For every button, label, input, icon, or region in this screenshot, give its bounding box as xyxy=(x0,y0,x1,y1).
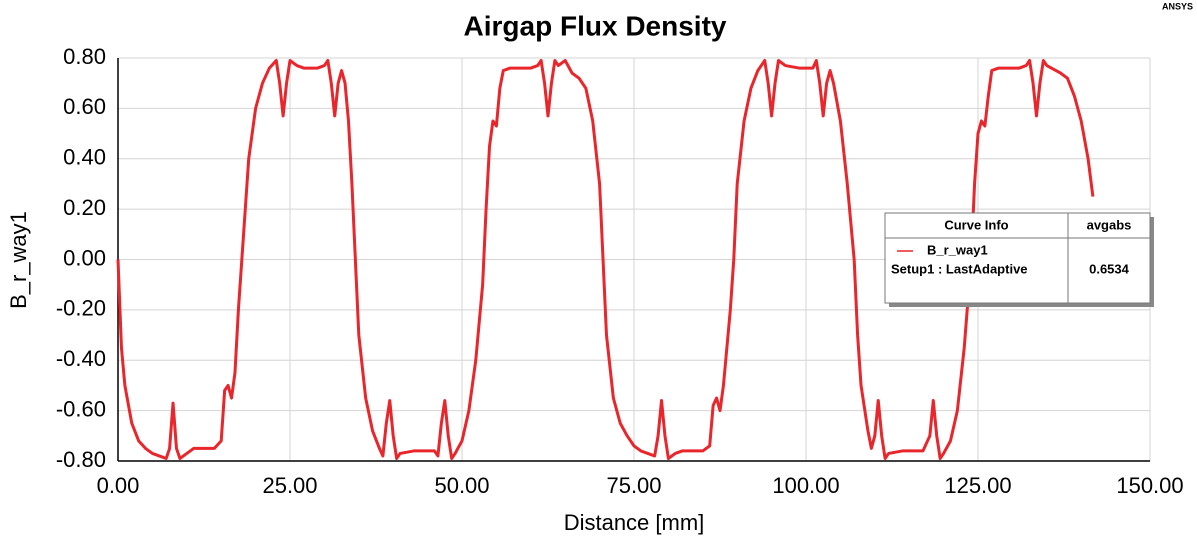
data-line xyxy=(116,59,1095,460)
chart-title: Airgap Flux Density xyxy=(464,10,727,41)
y-axis-label: B_r_way1 xyxy=(6,211,31,309)
legend-setup: Setup1 : LastAdaptive xyxy=(891,261,1028,276)
y-tick-label: -0.20 xyxy=(56,296,106,321)
y-tick-label: 0.00 xyxy=(63,245,106,270)
x-tick-label: 125.00 xyxy=(944,473,1011,498)
x-tick-label: 75.00 xyxy=(606,473,661,498)
y-tick-label: 0.60 xyxy=(63,94,106,119)
x-tick-label: 50.00 xyxy=(434,473,489,498)
brand: ANSYS xyxy=(1162,1,1193,11)
x-tick-label: 100.00 xyxy=(772,473,839,498)
y-tick-label: -0.60 xyxy=(56,396,106,421)
x-tick-label: 0.00 xyxy=(97,473,140,498)
legend-value: 0.6534 xyxy=(1089,261,1130,276)
legend-box xyxy=(884,212,1151,304)
x-axis-label: Distance [mm] xyxy=(564,510,705,535)
y-tick-label: -0.80 xyxy=(56,447,106,472)
legend-header: avgabs xyxy=(1087,217,1132,232)
legend-header: Curve Info xyxy=(944,217,1008,232)
y-tick-label: -0.40 xyxy=(56,346,106,371)
y-tick-label: 0.20 xyxy=(63,195,106,220)
x-tick-label: 150.00 xyxy=(1116,473,1183,498)
legend-entry: B_r_way1 xyxy=(927,242,988,257)
legend: Curve Info avgabs B_r_way1 Setup1 : LastAda… xyxy=(884,212,1154,307)
y-tick-label: 0.80 xyxy=(63,44,106,69)
x-tick-label: 25.00 xyxy=(262,473,317,498)
y-tick-label: 0.40 xyxy=(63,145,106,170)
